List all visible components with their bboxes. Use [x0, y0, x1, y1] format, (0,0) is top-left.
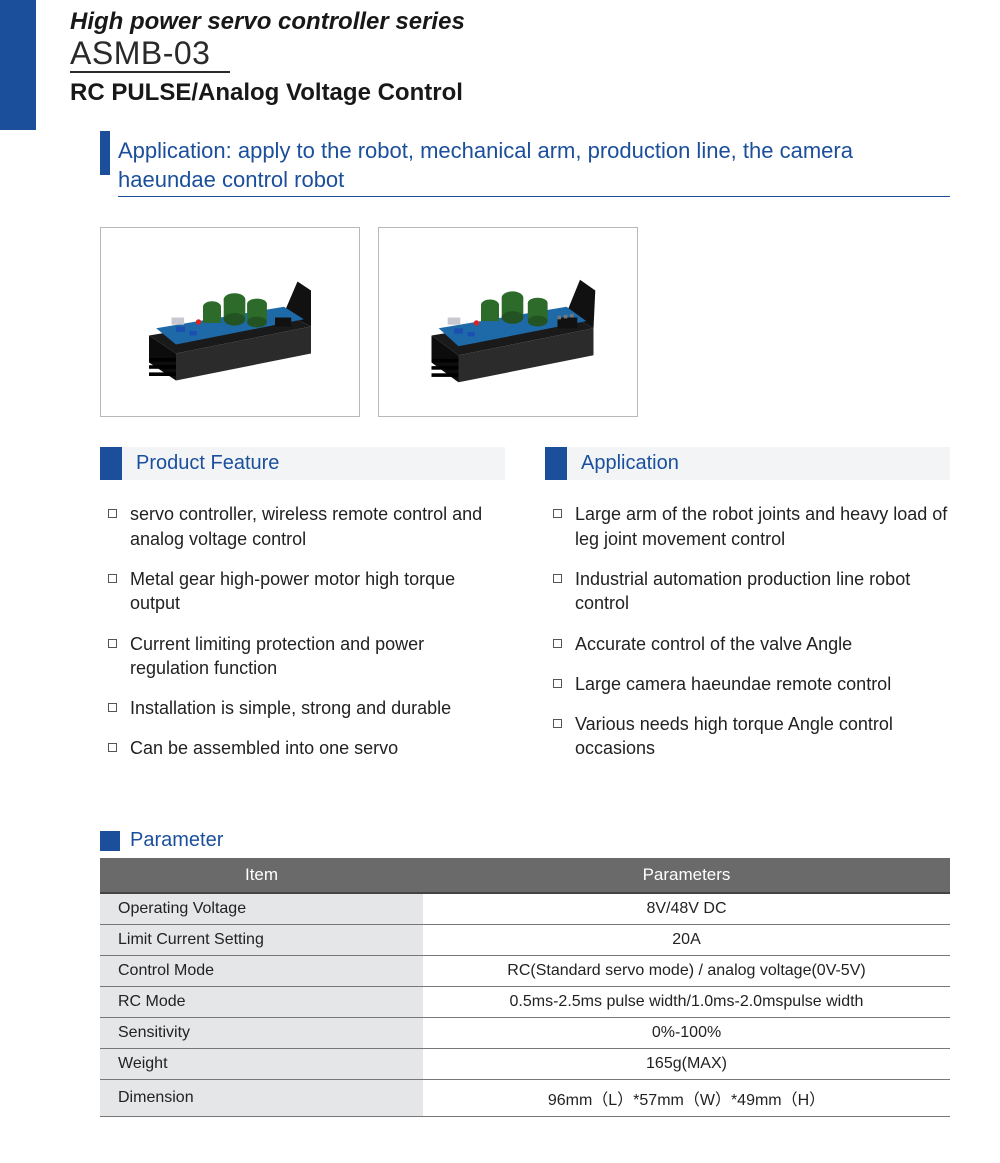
product-image-1	[100, 227, 360, 417]
feature-application-columns: Product Feature servo controller, wirele…	[100, 447, 950, 768]
list-item: servo controller, wireless remote contro…	[100, 494, 505, 559]
page-root: High power servo controller series ASMB-…	[0, 0, 1000, 1157]
application-heading: Application	[545, 447, 950, 480]
product-image-row	[100, 227, 950, 417]
table-row: Control Mode RC(Standard servo mode) / a…	[100, 955, 950, 986]
table-cell-value: 96mm（L）*57mm（W）*49mm（H）	[423, 1079, 950, 1116]
features-heading: Product Feature	[100, 447, 505, 480]
product-image-2	[378, 227, 638, 417]
table-cell-value: 0%-100%	[423, 1017, 950, 1048]
table-row: Sensitivity 0%-100%	[100, 1017, 950, 1048]
table-row: RC Mode 0.5ms-2.5ms pulse width/1.0ms-2.…	[100, 986, 950, 1017]
parameter-table: Item Parameters Operating Voltage 8V/48V…	[100, 858, 950, 1117]
table-header-params: Parameters	[423, 858, 950, 893]
model-number: ASMB-03	[70, 36, 230, 73]
table-cell-value: 8V/48V DC	[423, 893, 950, 925]
application-column: Application Large arm of the robot joint…	[545, 447, 950, 768]
application-banner: Application: apply to the robot, mechani…	[100, 137, 950, 197]
parameter-heading: Parameter	[100, 829, 950, 852]
table-cell-label: Limit Current Setting	[100, 924, 423, 955]
control-subtitle: RC PULSE/Analog Voltage Control	[70, 79, 1000, 107]
series-title: High power servo controller series	[70, 8, 1000, 36]
table-cell-label: Sensitivity	[100, 1017, 423, 1048]
application-banner-text: Application: apply to the robot, mechani…	[118, 137, 950, 197]
list-item: Various needs high torque Angle control …	[545, 704, 950, 769]
table-cell-label: Weight	[100, 1048, 423, 1079]
table-row: Weight 165g(MAX)	[100, 1048, 950, 1079]
applications-list: Large arm of the robot joints and heavy …	[545, 494, 950, 768]
pcb-illustration-icon	[131, 250, 329, 394]
table-row: Limit Current Setting 20A	[100, 924, 950, 955]
table-cell-label: Control Mode	[100, 955, 423, 986]
parameter-section: Parameter Item Parameters Operating Volt…	[0, 829, 1000, 1157]
table-header-row: Item Parameters	[100, 858, 950, 893]
table-cell-label: Operating Voltage	[100, 893, 423, 925]
table-header-item: Item	[100, 858, 423, 893]
list-item: Current limiting protection and power re…	[100, 624, 505, 689]
table-cell-value: 20A	[423, 924, 950, 955]
table-cell-value: 0.5ms-2.5ms pulse width/1.0ms-2.0mspulse…	[423, 986, 950, 1017]
features-column: Product Feature servo controller, wirele…	[100, 447, 505, 768]
list-item: Installation is simple, strong and durab…	[100, 688, 505, 728]
parameter-heading-text: Parameter	[130, 829, 223, 851]
list-item: Metal gear high-power motor high torque …	[100, 559, 505, 624]
features-list: servo controller, wireless remote contro…	[100, 494, 505, 768]
table-cell-value: RC(Standard servo mode) / analog voltage…	[423, 955, 950, 986]
table-cell-value: 165g(MAX)	[423, 1048, 950, 1079]
header-block: High power servo controller series ASMB-…	[0, 0, 1000, 107]
pcb-illustration-icon	[409, 250, 607, 394]
table-row: Dimension 96mm（L）*57mm（W）*49mm（H）	[100, 1079, 950, 1116]
list-item: Industrial automation production line ro…	[545, 559, 950, 624]
list-item: Large camera haeundae remote control	[545, 664, 950, 704]
content-area: Application: apply to the robot, mechani…	[0, 107, 1000, 769]
table-cell-label: Dimension	[100, 1079, 423, 1116]
accent-side-bar	[0, 0, 36, 130]
list-item: Large arm of the robot joints and heavy …	[545, 494, 950, 559]
table-cell-label: RC Mode	[100, 986, 423, 1017]
list-item: Can be assembled into one servo	[100, 728, 505, 768]
table-row: Operating Voltage 8V/48V DC	[100, 893, 950, 925]
list-item: Accurate control of the valve Angle	[545, 624, 950, 664]
